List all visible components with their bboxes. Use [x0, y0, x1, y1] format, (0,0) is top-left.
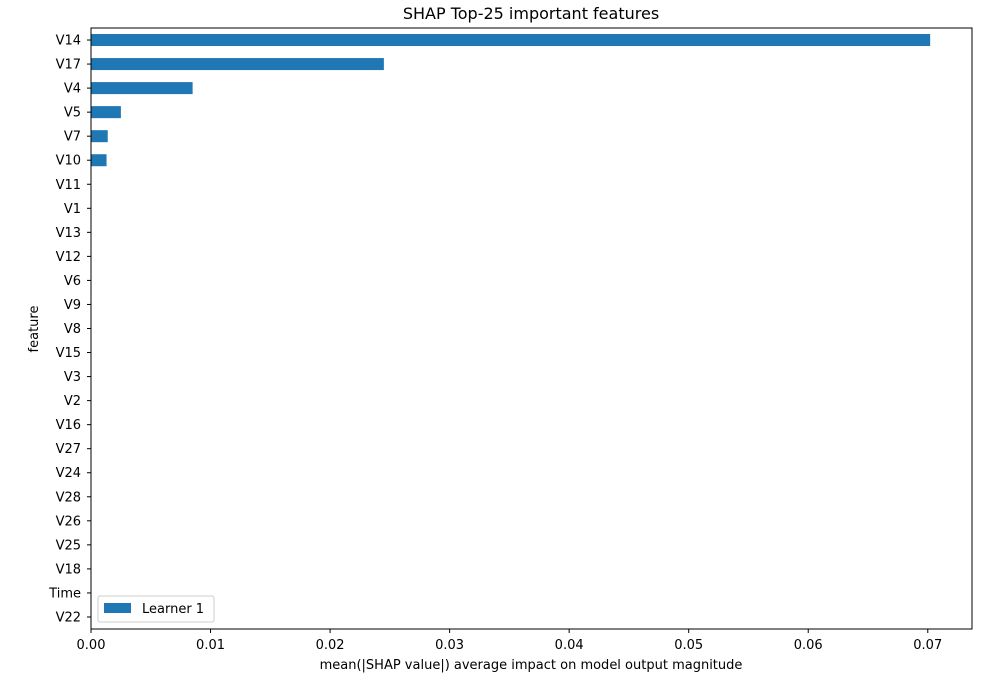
x-tick-label: 0.06 — [794, 638, 823, 653]
y-tick-label: V17 — [56, 58, 81, 73]
y-tick-label: V11 — [56, 178, 81, 193]
y-tick-label: V1 — [64, 202, 81, 217]
y-tick-label: V9 — [64, 298, 81, 313]
legend-swatch — [104, 603, 131, 613]
y-tick-label: V6 — [64, 274, 81, 289]
y-tick-label: V10 — [56, 154, 81, 169]
x-axis-title: mean(|SHAP value|) average impact on mod… — [320, 658, 743, 673]
x-tick-label: 0.00 — [77, 638, 106, 653]
y-tick-label: Time — [48, 586, 81, 601]
legend: Learner 1 — [97, 595, 215, 623]
bar-v10 — [91, 154, 107, 167]
y-tick-label: V3 — [64, 370, 81, 385]
y-tick-label: V15 — [56, 346, 81, 361]
y-tick-label: V16 — [56, 418, 81, 433]
y-tick-label: V14 — [56, 34, 81, 49]
chart-title: SHAP Top-25 important features — [403, 4, 659, 23]
bar-v17 — [91, 58, 384, 71]
y-tick-label: V27 — [56, 442, 81, 457]
legend-box — [97, 595, 215, 623]
x-tick-label: 0.05 — [674, 638, 703, 653]
legend-label: Learner 1 — [142, 602, 204, 617]
y-tick-label: V25 — [56, 538, 81, 553]
y-tick-label: V8 — [64, 322, 81, 337]
y-tick-label: V7 — [64, 130, 81, 145]
bars-group — [91, 34, 931, 167]
y-tick-label: V12 — [56, 250, 81, 265]
y-tick-label: V13 — [56, 226, 81, 241]
y-tick-label: V2 — [64, 394, 81, 409]
bar-v4 — [91, 82, 193, 95]
plot-area-frame — [90, 27, 973, 630]
y-tick-label: V5 — [64, 106, 81, 121]
y-tick-label: V22 — [56, 610, 81, 625]
x-tick-label: 0.01 — [196, 638, 225, 653]
x-tick-label: 0.07 — [913, 638, 942, 653]
y-axis-ticks: V14 V17 V4 V5 V7 V10 V11 V1 V13 V12 V6 V9 V8 V15 V3 V2 V… — [48, 34, 91, 625]
bar-v7 — [91, 130, 108, 143]
bar-v5 — [91, 106, 121, 119]
x-axis-ticks: 0.00 0.01 0.02 0.03 0.04 0.05 0.06 0.07 — [77, 629, 942, 653]
y-tick-label: V28 — [56, 490, 81, 505]
y-tick-label: V26 — [56, 514, 81, 529]
x-tick-label: 0.04 — [555, 638, 584, 653]
x-tick-label: 0.02 — [316, 638, 345, 653]
x-tick-label: 0.03 — [435, 638, 464, 653]
y-tick-label: V24 — [56, 466, 81, 481]
bar-v14 — [91, 34, 931, 47]
y-tick-label: V4 — [64, 82, 81, 97]
y-tick-label: V18 — [56, 562, 81, 577]
y-axis-title: feature — [27, 306, 42, 353]
